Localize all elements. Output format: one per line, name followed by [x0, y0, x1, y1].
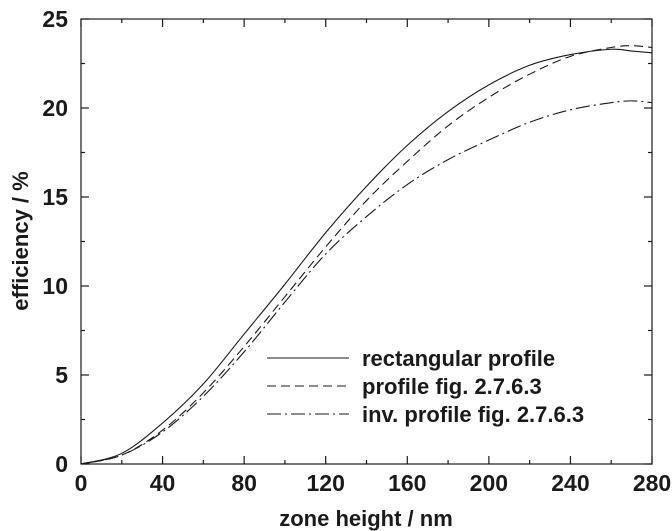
plot-frame	[80, 18, 653, 465]
y-tick-label: 10	[42, 273, 68, 299]
x-tick-label: 0	[75, 470, 88, 496]
legend-label-inv-profile: inv. profile fig. 2.7.6.3	[362, 402, 584, 427]
x-tick-label: 120	[307, 470, 345, 496]
y-tick-labels: 0 5 10 15 20 25	[42, 6, 68, 477]
x-tick-label: 80	[231, 470, 257, 496]
x-tick-label: 200	[470, 470, 508, 496]
y-axis-label: efficiency / %	[8, 171, 33, 310]
x-tick-label: 160	[388, 470, 426, 496]
legend: rectangular profile profile fig. 2.7.6.3…	[267, 346, 584, 427]
x-tick-label: 40	[150, 470, 176, 496]
y-tick-label: 20	[42, 95, 68, 121]
series-line-inv-profile-fig-2-7-6-3	[80, 100, 653, 465]
x-tick-label: 240	[551, 470, 589, 496]
legend-label-profile: profile fig. 2.7.6.3	[362, 374, 542, 399]
y-tick-label: 5	[55, 362, 68, 388]
y-tick-label: 0	[55, 451, 68, 477]
y-tick-label: 15	[42, 184, 68, 210]
series-line-profile-fig-2-7-6-3	[80, 45, 653, 465]
legend-label-rectangular-profile: rectangular profile	[362, 346, 555, 371]
series-line-rectangular-profile	[80, 48, 653, 465]
y-tick-label: 25	[42, 6, 68, 32]
ticks-layer	[80, 18, 653, 465]
x-axis-label: zone height / nm	[279, 506, 453, 531]
x-tick-label: 280	[633, 470, 671, 496]
x-tick-labels: 0 40 80 120 160 200 240 280	[75, 470, 672, 496]
series-layer	[80, 45, 653, 465]
